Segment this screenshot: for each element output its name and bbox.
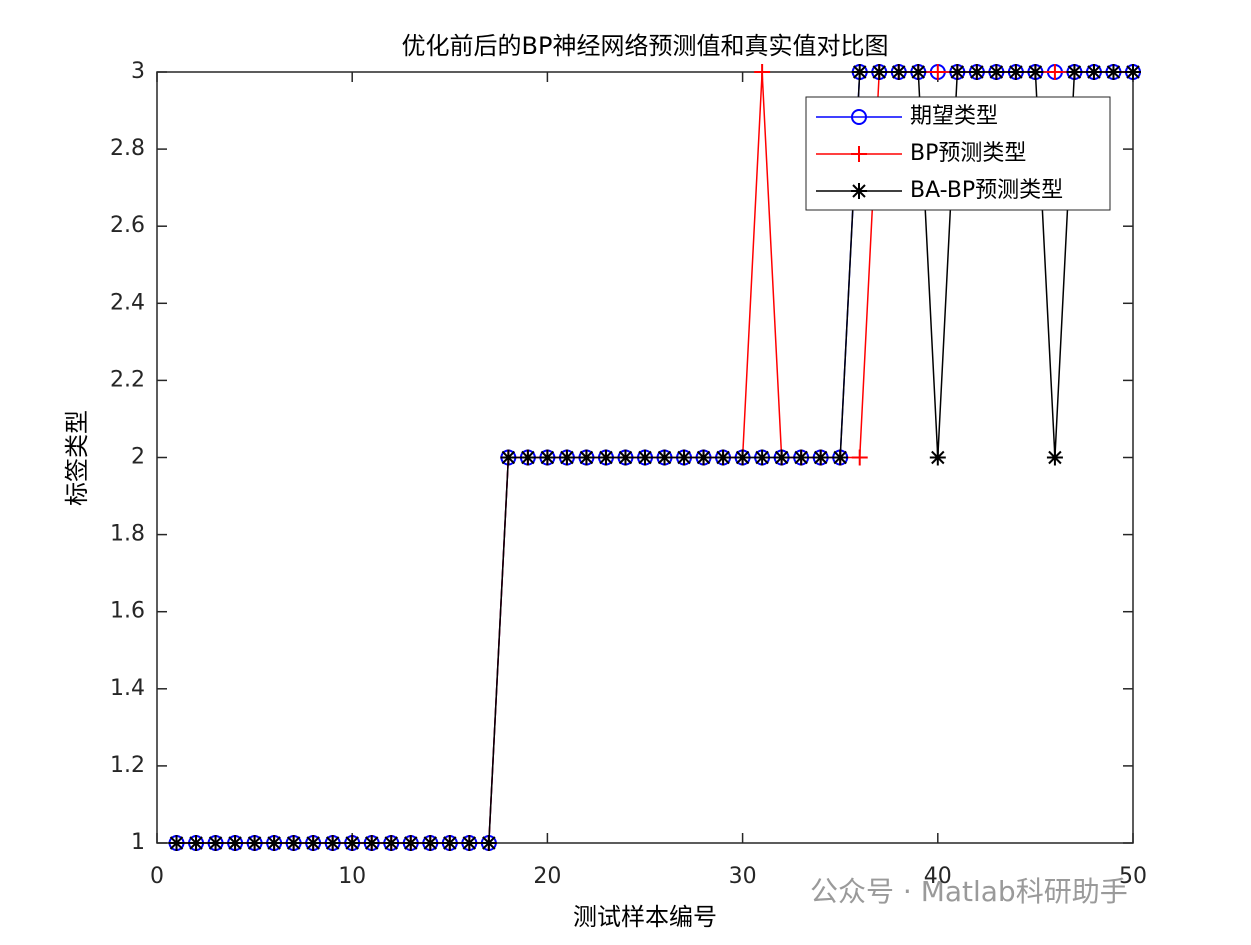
marker xyxy=(441,835,458,851)
marker xyxy=(305,835,322,851)
marker xyxy=(871,64,888,80)
marker xyxy=(597,449,614,466)
legend: 期望类型 BP预测类型 BA-BP预测类型 xyxy=(805,96,1111,211)
marker xyxy=(539,449,556,466)
y-tick-label: 2.4 xyxy=(110,290,145,315)
marker xyxy=(1105,64,1122,80)
marker xyxy=(793,449,810,466)
marker xyxy=(188,835,205,851)
marker xyxy=(773,449,790,466)
legend-marker xyxy=(851,183,867,199)
legend-marker xyxy=(851,109,867,125)
y-tick-label: 1.4 xyxy=(110,676,145,701)
watermark: 公众号 · Matlab科研助手 xyxy=(810,875,1128,908)
marker xyxy=(168,835,185,851)
marker xyxy=(383,835,400,851)
marker xyxy=(851,449,868,466)
marker xyxy=(578,449,595,466)
marker xyxy=(656,449,673,466)
marker xyxy=(617,449,634,466)
legend-label: BA-BP预测类型 xyxy=(910,178,1063,203)
marker xyxy=(968,64,985,80)
marker xyxy=(285,835,302,851)
marker xyxy=(500,449,517,466)
x-axis-label: 测试样本编号 xyxy=(573,903,717,931)
marker xyxy=(929,449,946,466)
marker xyxy=(519,449,536,466)
y-tick-label: 1.8 xyxy=(110,522,145,547)
marker xyxy=(227,835,244,851)
marker xyxy=(832,449,849,466)
marker xyxy=(734,449,751,466)
marker xyxy=(812,449,829,466)
marker xyxy=(1085,64,1102,80)
y-tick-label: 1.2 xyxy=(110,753,145,778)
marker xyxy=(754,64,771,80)
marker xyxy=(754,449,771,466)
marker xyxy=(1046,449,1063,466)
marker xyxy=(988,64,1005,80)
marker xyxy=(207,835,224,851)
y-tick-label: 1 xyxy=(131,830,145,855)
x-tick-label: 30 xyxy=(729,864,757,889)
legend-label: 期望类型 xyxy=(910,104,998,129)
chart-title: 优化前后的BP神经网络预测值和真实值对比图 xyxy=(402,32,889,60)
marker xyxy=(461,835,478,851)
marker xyxy=(266,835,283,851)
marker xyxy=(637,449,653,466)
y-tick-label: 1.6 xyxy=(110,599,145,624)
y-tick-label: 2.8 xyxy=(110,136,145,161)
marker xyxy=(402,835,419,851)
x-tick-label: 40 xyxy=(924,864,952,889)
marker xyxy=(676,449,693,466)
marker xyxy=(1046,64,1063,80)
marker xyxy=(344,835,361,851)
marker xyxy=(929,64,946,80)
y-tick-label: 2.2 xyxy=(110,367,145,392)
y-tick-label: 2.6 xyxy=(110,213,145,238)
marker xyxy=(246,835,263,851)
marker xyxy=(1066,64,1083,80)
x-tick-label: 20 xyxy=(533,864,561,889)
x-tick-label: 0 xyxy=(150,864,164,889)
y-tick-label: 2 xyxy=(131,445,145,470)
y-axis-label: 标签类型 xyxy=(63,410,91,506)
marker xyxy=(695,449,712,466)
marker xyxy=(558,449,575,466)
marker xyxy=(1027,64,1044,80)
legend-marker xyxy=(851,146,867,162)
marker xyxy=(324,835,341,851)
marker xyxy=(480,835,497,851)
marker xyxy=(363,835,380,851)
legend-label: BP预测类型 xyxy=(910,141,1026,166)
marker xyxy=(890,64,907,80)
marker xyxy=(1125,64,1141,80)
marker xyxy=(422,835,439,851)
marker xyxy=(949,64,966,80)
x-tick-label: 50 xyxy=(1119,864,1147,889)
marker xyxy=(851,64,868,80)
marker xyxy=(1007,64,1024,80)
x-tick-label: 10 xyxy=(338,864,366,889)
y-tick-label: 3 xyxy=(131,59,145,84)
marker xyxy=(715,449,732,466)
marker xyxy=(910,64,927,80)
